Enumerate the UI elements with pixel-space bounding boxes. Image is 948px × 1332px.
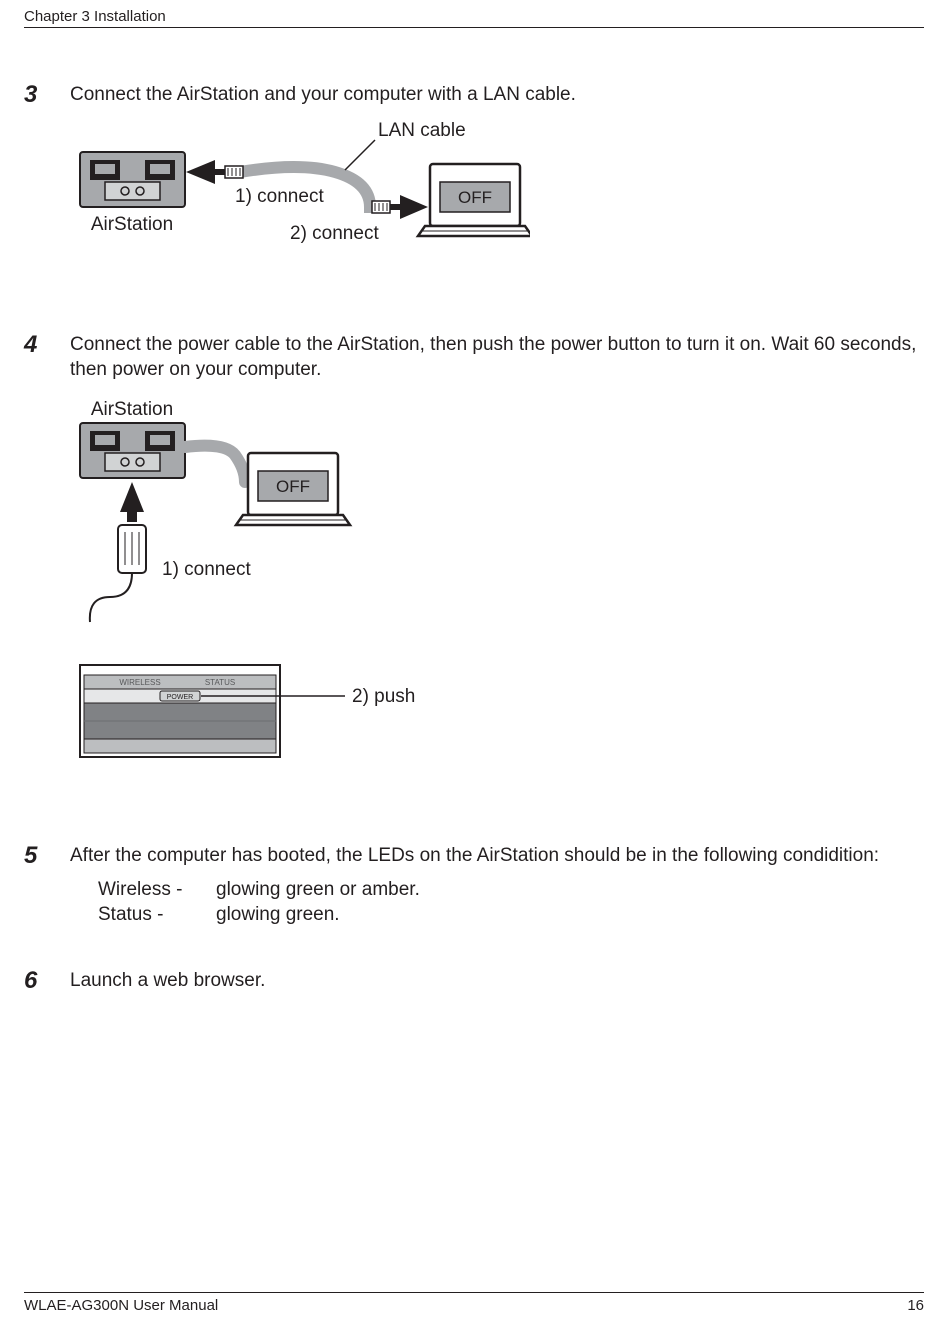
lan-label-line xyxy=(345,140,375,170)
power-diagram-svg: AirStation xyxy=(70,397,470,797)
arrow-right-icon xyxy=(400,195,428,219)
wireless-value: glowing green or amber. xyxy=(216,877,420,903)
connect1-label-4: 1) connect xyxy=(162,559,251,580)
wireless-label: Wireless - xyxy=(98,877,216,903)
short-cable xyxy=(185,446,245,482)
off-label-4: OFF xyxy=(276,477,310,496)
airstation-label: AirStation xyxy=(91,214,173,235)
connect2-label: 2) connect xyxy=(290,223,379,244)
step-body: After the computer has booted, the LEDs … xyxy=(70,843,924,928)
page-content: 3 Connect the AirStation and your comput… xyxy=(24,60,924,994)
status-led-label: STATUS xyxy=(205,678,235,687)
led-row-wireless: Wireless - glowing green or amber. xyxy=(98,877,924,903)
step-3: 3 Connect the AirStation and your comput… xyxy=(24,82,924,292)
step-text: Connect the power cable to the AirStatio… xyxy=(70,332,924,383)
power-button-label: POWER xyxy=(167,694,193,701)
led-row-status: Status - glowing green. xyxy=(98,902,924,928)
connector-right-icon xyxy=(372,201,390,213)
chapter-title: Chapter 3 Installation xyxy=(24,8,166,25)
status-label: Status - xyxy=(98,902,216,928)
page-header: Chapter 3 Installation xyxy=(24,8,924,28)
laptop-icon: OFF xyxy=(418,164,530,236)
step-body: Connect the power cable to the AirStatio… xyxy=(70,332,924,807)
step-4: 4 Connect the power cable to the AirStat… xyxy=(24,332,924,807)
step-number: 6 xyxy=(24,968,70,994)
step-number: 5 xyxy=(24,843,70,869)
status-value: glowing green. xyxy=(216,902,340,928)
connector-left-icon xyxy=(225,166,243,178)
step-text: Launch a web browser. xyxy=(70,968,924,994)
wireless-led-label: WIRELESS xyxy=(119,678,160,687)
page-footer: WLAE-AG300N User Manual 16 xyxy=(24,1292,924,1314)
airstation-icon-4 xyxy=(80,423,185,478)
connect1-label: 1) connect xyxy=(235,186,324,207)
arrow-up-icon xyxy=(120,482,144,512)
lan-cable-label: LAN cable xyxy=(378,122,466,141)
step-6: 6 Launch a web browser. xyxy=(24,968,924,994)
led-table: Wireless - glowing green or amber. Statu… xyxy=(98,877,924,928)
step-body: Launch a web browser. xyxy=(70,968,924,994)
laptop-icon-4: OFF xyxy=(236,453,350,525)
arrow-left-icon xyxy=(186,160,215,184)
step-text: Connect the AirStation and your computer… xyxy=(70,82,924,108)
step-body: Connect the AirStation and your computer… xyxy=(70,82,924,292)
step-number: 4 xyxy=(24,332,70,358)
airstation-label-4: AirStation xyxy=(91,399,173,420)
power-plug-icon xyxy=(90,525,146,622)
step-5: 5 After the computer has booted, the LED… xyxy=(24,843,924,928)
lan-diagram-svg: AirStation xyxy=(70,122,530,282)
airstation-icon xyxy=(80,152,185,207)
page-number: 16 xyxy=(907,1297,924,1314)
diagram-step3: AirStation xyxy=(70,122,924,282)
push-label: 2) push xyxy=(352,686,415,707)
router-panel-icon: WIRELESS STATUS POWER xyxy=(80,665,280,757)
step-text: After the computer has booted, the LEDs … xyxy=(70,843,924,869)
diagram-step4: AirStation xyxy=(70,397,924,797)
manual-name: WLAE-AG300N User Manual xyxy=(24,1297,218,1314)
off-label: OFF xyxy=(458,188,492,207)
step-number: 3 xyxy=(24,82,70,108)
